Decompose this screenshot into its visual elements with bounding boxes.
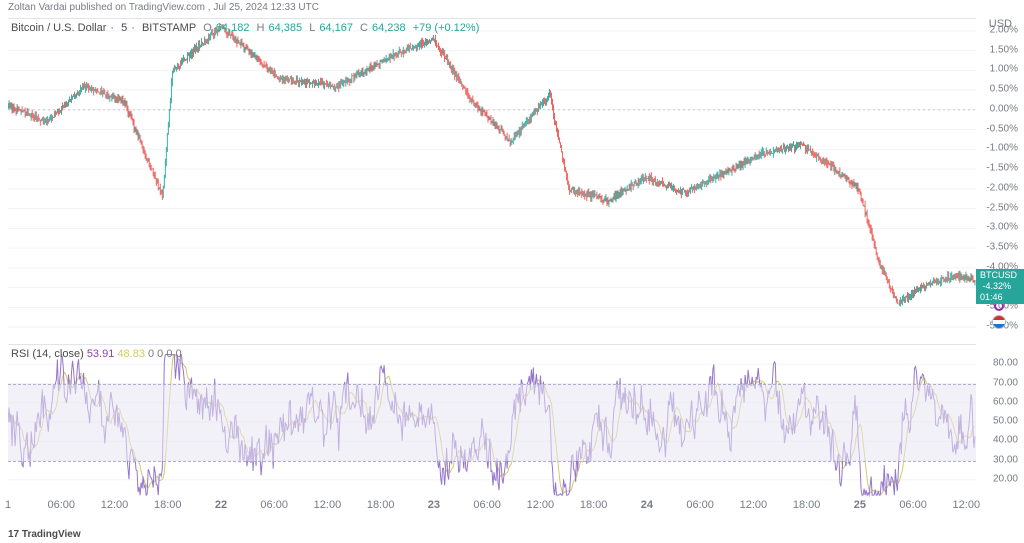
rsi-tick: 30.00 [993,454,1018,465]
time-tick: 25 [854,499,866,511]
rsi-secondary-value: 48.83 [117,348,145,360]
time-tick: 12:00 [101,499,129,511]
rsi-smoothing: 0 0 0 0 [148,348,182,360]
time-tick: 18:00 [580,499,608,511]
time-tick: 06:00 [473,499,501,511]
time-tick: 1 [5,499,11,511]
low-value: 64,167 [319,22,353,34]
rsi-tick: 50.00 [993,416,1018,427]
candlestick-canvas [8,19,976,339]
publish-header: Zoltan Vardai published on TradingView.c… [0,0,1024,16]
price-tick: -1.00% [986,143,1018,154]
price-tick: -3.00% [986,222,1018,233]
time-tick: 24 [641,499,653,511]
price-tick: 0.50% [990,84,1018,95]
time-tick: 12:00 [953,499,981,511]
rsi-label: RSI (14, close) [11,348,84,360]
exchange-label: BITSTAMP [142,22,196,34]
time-tick: 06:00 [260,499,288,511]
rsi-tick: 40.00 [993,435,1018,446]
time-tick: 12:00 [527,499,555,511]
publish-time: Jul 25, 2024 12:33 UTC [213,2,319,13]
price-tick: 1.50% [990,44,1018,55]
close-value: 64,238 [372,22,406,34]
open-value: 64,182 [216,22,250,34]
watermark-prefix: 17 [8,529,19,540]
time-tick: 18:00 [154,499,182,511]
rsi-tick: 20.00 [993,473,1018,484]
publisher-name: Zoltan Vardai [8,2,67,13]
time-tick: 12:00 [740,499,768,511]
axis-unit-label: USD [989,18,1012,30]
watermark-label: TradingView [22,529,81,540]
rsi-y-axis: 80.00 70.00 60.00 50.00 40.00 30.00 20.00 [976,344,1024,498]
price-badge: BTCUSD -4.32%01:46 [976,269,1024,304]
price-tick: -2.00% [986,182,1018,193]
time-tick: 06:00 [686,499,714,511]
rsi-lower-line [8,461,976,462]
pair-label: Bitcoin / U.S. Dollar [11,22,106,34]
rsi-panel[interactable]: RSI (14, close) 53.91 48.83 0 0 0 0 [8,344,976,498]
rsi-band [8,384,976,461]
price-tick: -2.50% [986,202,1018,213]
time-tick: 06:00 [47,499,75,511]
rsi-legend: RSI (14, close) 53.91 48.83 0 0 0 0 [11,348,182,360]
time-tick: 23 [428,499,440,511]
time-tick: 22 [215,499,227,511]
time-tick: 18:00 [793,499,821,511]
time-tick: 18:00 [367,499,395,511]
price-tick: 0.00% [990,103,1018,114]
time-tick: 06:00 [899,499,927,511]
main-price-chart[interactable]: Bitcoin / U.S. Dollar· 5· BITSTAMP O64,1… [8,18,976,338]
rsi-tick: 80.00 [993,358,1018,369]
publish-site: TradingView.com [129,2,205,13]
rsi-value: 53.91 [87,348,115,360]
interval-label: 5 [121,22,127,34]
price-tick: 1.00% [990,64,1018,75]
price-tick: -3.50% [986,242,1018,253]
change-value: +79 (+0.12%) [413,22,480,34]
rsi-upper-line [8,384,976,385]
rsi-tick: 60.00 [993,396,1018,407]
symbol-legend: Bitcoin / U.S. Dollar· 5· BITSTAMP O64,1… [11,22,487,34]
price-tick: -1.50% [986,163,1018,174]
ohlc-readout: O64,182 H64,385 L64,167 C64,238 +79 (+0.… [203,22,483,34]
tradingview-watermark: 17 TradingView [8,529,81,540]
time-tick: 12:00 [314,499,342,511]
price-y-axis: 2.00%1.50%1.00%0.50%0.00%-0.50%-1.00%-1.… [976,18,1024,338]
rsi-tick: 70.00 [993,377,1018,388]
time-x-axis: 1 06:00 12:00 18:00 22 06:00 12:00 18:00 23 06:00… [8,499,976,519]
high-value: 64,385 [268,22,302,34]
price-tick: -0.50% [986,123,1018,134]
